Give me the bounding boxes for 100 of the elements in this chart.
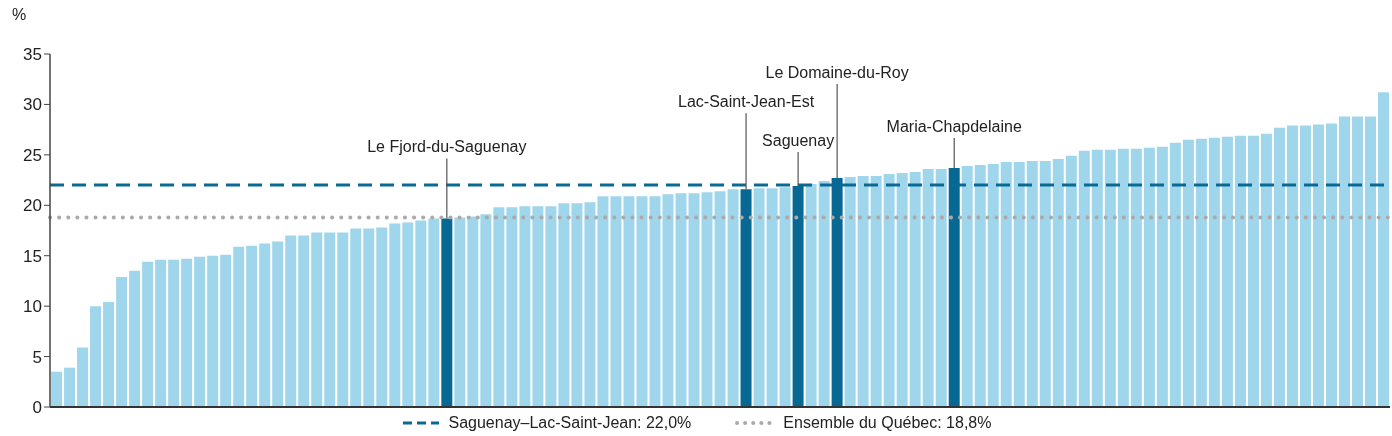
bar xyxy=(1352,116,1364,407)
bar xyxy=(1026,160,1038,407)
y-tick-label: 30 xyxy=(23,95,42,115)
bar xyxy=(883,174,895,407)
bar xyxy=(1000,161,1012,407)
bar xyxy=(623,196,635,407)
bar xyxy=(428,218,440,407)
bar xyxy=(922,168,934,407)
bar xyxy=(207,255,219,407)
bar xyxy=(1156,146,1168,407)
bar xyxy=(701,192,713,407)
y-tick-label: 20 xyxy=(23,196,42,216)
bar xyxy=(1247,135,1259,407)
bar xyxy=(1312,124,1324,407)
y-tick-label: 5 xyxy=(32,347,42,367)
bar xyxy=(454,217,466,407)
bar xyxy=(857,176,869,407)
bar xyxy=(727,189,739,407)
bar xyxy=(103,302,115,407)
bar xyxy=(649,196,661,407)
bar xyxy=(194,256,206,407)
y-tick-label: 0 xyxy=(32,398,42,418)
bar xyxy=(467,216,479,407)
bar xyxy=(662,194,674,407)
bar xyxy=(935,168,947,407)
bar xyxy=(480,214,492,407)
bar xyxy=(597,196,609,407)
bar xyxy=(155,259,167,407)
bar xyxy=(909,172,921,407)
bar xyxy=(324,232,336,407)
bar xyxy=(64,367,76,407)
bar xyxy=(350,228,362,407)
bar xyxy=(116,276,128,407)
y-axis-title: % xyxy=(12,6,27,24)
bar xyxy=(77,347,89,407)
bar xyxy=(1365,116,1377,407)
y-tick-label: 10 xyxy=(23,297,42,317)
bar xyxy=(987,163,999,407)
bar xyxy=(675,193,687,407)
x-tick-label: Maria-Chapdelaine xyxy=(886,117,1022,135)
bar xyxy=(402,222,414,407)
bar xyxy=(1169,142,1181,407)
bar xyxy=(90,306,102,407)
bar xyxy=(519,206,531,407)
bar xyxy=(1182,139,1194,407)
bar xyxy=(896,173,908,407)
bar xyxy=(1234,135,1246,407)
bar xyxy=(1378,92,1390,407)
y-tick-label: 35 xyxy=(23,45,42,65)
bar xyxy=(493,207,505,407)
bar xyxy=(415,220,427,407)
bar xyxy=(714,191,726,407)
bar xyxy=(233,246,245,407)
bar xyxy=(870,176,882,407)
bar xyxy=(129,270,141,407)
bar xyxy=(558,203,570,407)
legend-label: Ensemble du Québec: 18,8% xyxy=(783,414,992,432)
bar xyxy=(1039,160,1051,407)
bar xyxy=(506,207,518,407)
y-tick-label: 15 xyxy=(23,246,42,266)
bar xyxy=(298,235,310,407)
bar xyxy=(532,206,544,407)
bar xyxy=(779,187,791,407)
bar xyxy=(337,232,349,407)
bar xyxy=(311,232,323,407)
legend-label: Saguenay–Lac-Saint-Jean: 22,0% xyxy=(448,414,692,432)
bar xyxy=(51,371,63,407)
bar xyxy=(1013,161,1025,407)
bar xyxy=(1299,125,1311,407)
bar xyxy=(1065,155,1077,407)
bar xyxy=(142,261,154,407)
bar xyxy=(272,241,284,407)
bar xyxy=(1117,148,1129,407)
bar xyxy=(805,184,817,407)
bar xyxy=(545,206,557,407)
bar xyxy=(259,243,271,407)
bar xyxy=(1208,137,1220,407)
bar xyxy=(1195,138,1207,407)
bar xyxy=(168,259,180,407)
bar xyxy=(376,227,388,407)
bar xyxy=(246,245,258,407)
bar xyxy=(1052,158,1064,407)
bar xyxy=(1091,149,1103,407)
bar xyxy=(753,188,765,407)
bar xyxy=(766,188,778,407)
bar xyxy=(636,196,648,407)
y-tick-label: 25 xyxy=(23,145,42,165)
bar xyxy=(285,235,297,407)
bar xyxy=(740,189,752,407)
bar xyxy=(1143,147,1155,407)
bar xyxy=(844,177,856,407)
x-tick-label: Le Domaine-du-Roy xyxy=(765,64,909,82)
bar xyxy=(1221,136,1233,407)
bar xyxy=(181,258,193,407)
bar xyxy=(1130,148,1142,407)
bar xyxy=(584,202,596,407)
bar xyxy=(1339,116,1350,407)
bar xyxy=(974,164,986,407)
bar xyxy=(818,181,830,407)
bar xyxy=(571,203,583,407)
